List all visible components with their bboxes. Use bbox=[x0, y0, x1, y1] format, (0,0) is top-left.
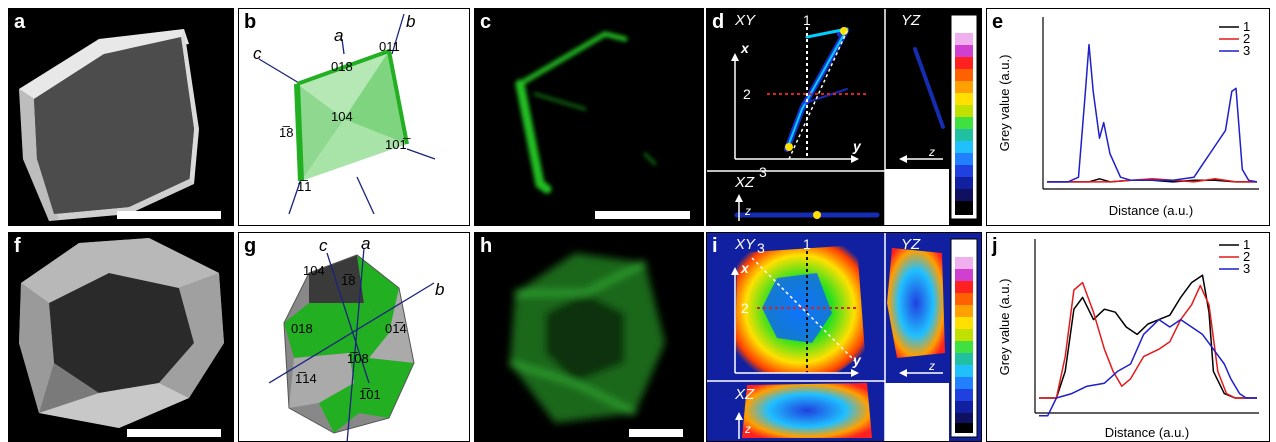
panel-label-j: j bbox=[992, 235, 998, 257]
series-line-2 bbox=[1047, 178, 1257, 183]
axis-z: z bbox=[744, 422, 751, 436]
panel-g-crystal-model: g c a b 104 1̅8 018 01̅4 1̅08 1̅14 1̅01 bbox=[238, 232, 470, 442]
facet-label: 1̅8 bbox=[341, 273, 355, 288]
axis-c: c bbox=[253, 44, 262, 63]
line-label-2: 2 bbox=[741, 300, 749, 316]
facet-label: 104 bbox=[303, 263, 325, 278]
facet-label: 1̅08 bbox=[347, 351, 369, 366]
legend-label: 1 bbox=[1243, 19, 1250, 34]
panel-f-sem-image: f bbox=[8, 232, 234, 442]
series-line-3 bbox=[1047, 43, 1258, 183]
color-scale-bar bbox=[950, 238, 978, 438]
facet-label: 01̅4 bbox=[385, 321, 407, 336]
panel-label-a: a bbox=[14, 11, 26, 33]
legend-label: 1 bbox=[1243, 237, 1250, 252]
line-label-3: 3 bbox=[757, 240, 765, 256]
line-label-3: 3 bbox=[759, 164, 767, 180]
facet-label: 1̅8 bbox=[279, 125, 293, 140]
facet-label: 1̅01 bbox=[359, 387, 381, 402]
scale-bar bbox=[117, 211, 221, 219]
panel-h-fluorescence: h bbox=[474, 232, 704, 442]
axis-b: b bbox=[435, 280, 444, 299]
axis-z: z bbox=[928, 359, 935, 373]
view-label-xz: XZ bbox=[734, 386, 755, 403]
series-line-2 bbox=[1039, 281, 1257, 399]
panel-i-confocal-views: i bbox=[706, 232, 982, 442]
series-line-1 bbox=[1039, 274, 1257, 399]
panel-c-fluorescence: c bbox=[474, 8, 704, 226]
facet-label: 101̅ bbox=[385, 137, 411, 152]
facet-label: 1̅1 bbox=[297, 179, 311, 194]
axis-b: b bbox=[406, 12, 415, 31]
panel-e-line-profile: e Grey value (a.u.) Distance (a.u.) 1 2 … bbox=[986, 8, 1270, 226]
fluorescence-image-c bbox=[515, 31, 657, 194]
scale-bar bbox=[127, 429, 221, 437]
fluorescence-image-h bbox=[509, 253, 665, 423]
x-axis-label: Distance (a.u.) bbox=[1105, 425, 1190, 440]
crystal-model-b: c a b 018 011 104 1̅8 101̅ 1̅1 bbox=[253, 12, 436, 215]
axis-y: y bbox=[852, 138, 862, 154]
x-axis-label: Distance (a.u.) bbox=[1109, 203, 1194, 218]
scale-bar bbox=[629, 429, 683, 437]
axis-y: y bbox=[852, 352, 862, 368]
axis-c: c bbox=[319, 236, 328, 255]
scale-bar bbox=[595, 211, 690, 219]
panel-d-confocal-views: d XY YZ XZ x y z z 1 2 bbox=[706, 8, 982, 226]
panel-b-crystal-model: b c a b 018 011 104 1̅8 101̅ 1̅1 bbox=[238, 8, 470, 226]
panel-label-g: g bbox=[244, 235, 257, 257]
facet-label: 011 bbox=[379, 39, 400, 54]
color-scale-bar bbox=[950, 14, 978, 220]
facet-label: 018 bbox=[291, 321, 313, 336]
series-line-3 bbox=[1039, 318, 1257, 417]
sem-crystal-f bbox=[19, 238, 224, 428]
panel-label-f: f bbox=[14, 235, 21, 257]
view-label-yz: YZ bbox=[901, 12, 921, 29]
panel-label-e: e bbox=[992, 11, 1004, 33]
panel-label-c: c bbox=[480, 11, 492, 33]
facet-label: 104 bbox=[331, 109, 353, 124]
axis-x: x bbox=[740, 260, 750, 276]
panel-label-i: i bbox=[712, 235, 718, 257]
line-chart-j: Grey value (a.u.) Distance (a.u.) 1 2 3 bbox=[997, 237, 1259, 440]
axis-x: x bbox=[740, 40, 750, 56]
confocal-views-d: XY YZ XZ x y z z 1 2 3 bbox=[707, 9, 978, 225]
y-axis-label: Grey value (a.u.) bbox=[997, 55, 1012, 152]
legend-label: 2 bbox=[1243, 249, 1250, 264]
legend: 1 2 3 bbox=[1219, 237, 1250, 276]
view-label-yz: YZ bbox=[901, 236, 921, 253]
axis-z: z bbox=[744, 204, 751, 218]
facet-label: 018 bbox=[331, 59, 353, 74]
facet-label: 1̅14 bbox=[295, 371, 317, 386]
axis-a: a bbox=[334, 26, 343, 45]
line-label-2: 2 bbox=[743, 86, 751, 102]
panel-label-d: d bbox=[712, 11, 725, 33]
legend: 1 2 3 bbox=[1219, 19, 1250, 58]
crystal-model-g: c a b 104 1̅8 018 01̅4 1̅08 1̅14 1̅01 bbox=[268, 234, 444, 441]
panel-a-sem-image: a bbox=[8, 8, 234, 226]
y-axis-label: Grey value (a.u.) bbox=[997, 279, 1012, 376]
legend-label: 3 bbox=[1243, 261, 1250, 276]
line-label-1: 1 bbox=[803, 236, 811, 252]
panel-label-b: b bbox=[244, 11, 257, 33]
legend-label: 2 bbox=[1243, 31, 1250, 46]
view-label-xy: XY bbox=[734, 236, 756, 253]
confocal-views-i: XY YZ XZ x y z z 1 2 3 bbox=[707, 233, 981, 441]
axis-z: z bbox=[928, 145, 935, 159]
line-label-1: 1 bbox=[803, 12, 811, 28]
panel-j-line-profile: j Grey value (a.u.) Distance (a.u.) 1 2 … bbox=[986, 232, 1270, 442]
view-label-xy: XY bbox=[734, 12, 756, 29]
line-chart-e: Grey value (a.u.) Distance (a.u.) 1 2 3 bbox=[997, 17, 1259, 218]
panel-label-h: h bbox=[480, 235, 493, 257]
sem-crystal-a bbox=[19, 29, 199, 221]
axis-a: a bbox=[361, 234, 370, 253]
view-label-xz: XZ bbox=[734, 174, 755, 191]
legend-label: 3 bbox=[1243, 43, 1250, 58]
